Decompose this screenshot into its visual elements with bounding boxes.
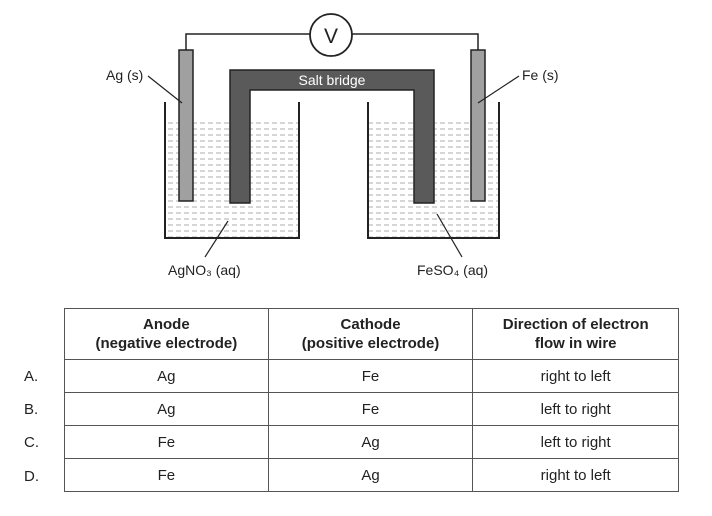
direction-cell: right to left (472, 359, 679, 393)
feso4-leader-line (436, 213, 463, 258)
cathode-cell: Ag (267, 458, 474, 492)
anode-cell: Ag (64, 392, 269, 426)
table-row: Fe Ag right to left (64, 458, 679, 492)
electrochemical-cell-diagram: Salt bridge V Ag (s) Fe (s) AgNO₃ (aq) F… (106, 13, 559, 278)
agno3-leader-line (204, 220, 229, 258)
right-beaker (367, 102, 500, 239)
direction-cell: left to right (472, 392, 679, 426)
anode-cell: Fe (64, 458, 269, 492)
iron-electrode-label: Fe (s) (522, 67, 559, 83)
anode-cell: Ag (64, 359, 269, 393)
feso4-label: FeSO₄ (aq) (417, 262, 488, 278)
option-label-d: D. (24, 468, 39, 485)
header-direction-line2: flow in wire (534, 335, 617, 352)
salt-bridge (229, 69, 435, 204)
option-label-b: B. (24, 401, 39, 418)
silver-leader-line (147, 75, 183, 104)
header-cathode-line1: Cathode (340, 316, 401, 333)
header-cathode: Cathode (positive electrode) (267, 308, 474, 360)
cathode-cell: Fe (267, 359, 474, 393)
salt-bridge-label: Salt bridge (299, 72, 366, 88)
cathode-cell: Ag (267, 425, 474, 459)
direction-cell: right to left (472, 458, 679, 492)
left-beaker (164, 102, 300, 239)
voltmeter-label: V (324, 25, 338, 48)
answer-table: Anode (negative electrode) Cathode (posi… (64, 308, 679, 492)
cathode-cell: Fe (267, 392, 474, 426)
header-anode: Anode (negative electrode) (64, 308, 269, 360)
table-row: Fe Ag left to right (64, 425, 679, 459)
option-label-c: C. (24, 434, 39, 451)
direction-cell: left to right (472, 425, 679, 459)
agno3-label: AgNO₃ (aq) (168, 262, 241, 278)
header-direction-line1: Direction of electron (502, 316, 649, 333)
header-direction: Direction of electron flow in wire (472, 308, 679, 360)
header-cathode-line2: (positive electrode) (301, 335, 440, 352)
header-anode-line2: (negative electrode) (95, 335, 238, 352)
left-wire (185, 33, 310, 50)
header-row: Anode (negative electrode) Cathode (posi… (64, 308, 679, 360)
silver-electrode-label: Ag (s) (106, 67, 143, 83)
option-label-a: A. (24, 368, 39, 385)
header-anode-line1: Anode (143, 316, 190, 333)
iron-electrode (470, 49, 486, 202)
table-row: Ag Fe left to right (64, 392, 679, 426)
silver-electrode (178, 49, 194, 202)
anode-cell: Fe (64, 425, 269, 459)
iron-leader-line (477, 75, 520, 104)
voltmeter (309, 13, 353, 57)
right-wire (352, 33, 479, 50)
table-row: Ag Fe right to left (64, 359, 679, 393)
